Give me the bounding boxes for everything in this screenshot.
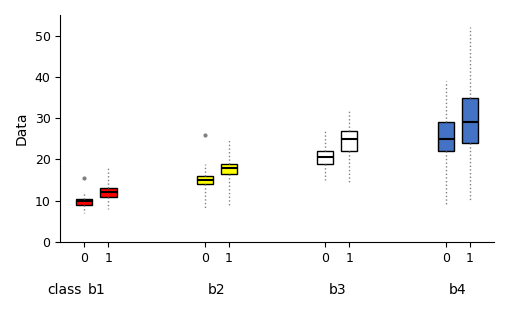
PathPatch shape (76, 199, 93, 205)
Text: b2: b2 (208, 283, 225, 297)
PathPatch shape (317, 151, 333, 164)
PathPatch shape (100, 188, 117, 197)
Text: class: class (47, 283, 82, 297)
PathPatch shape (221, 164, 237, 174)
Text: b3: b3 (329, 283, 346, 297)
Text: b1: b1 (88, 283, 105, 297)
PathPatch shape (197, 176, 213, 184)
Y-axis label: Data: Data (15, 112, 29, 145)
PathPatch shape (438, 122, 454, 151)
PathPatch shape (462, 98, 478, 143)
Text: b4: b4 (449, 283, 467, 297)
PathPatch shape (342, 131, 357, 151)
